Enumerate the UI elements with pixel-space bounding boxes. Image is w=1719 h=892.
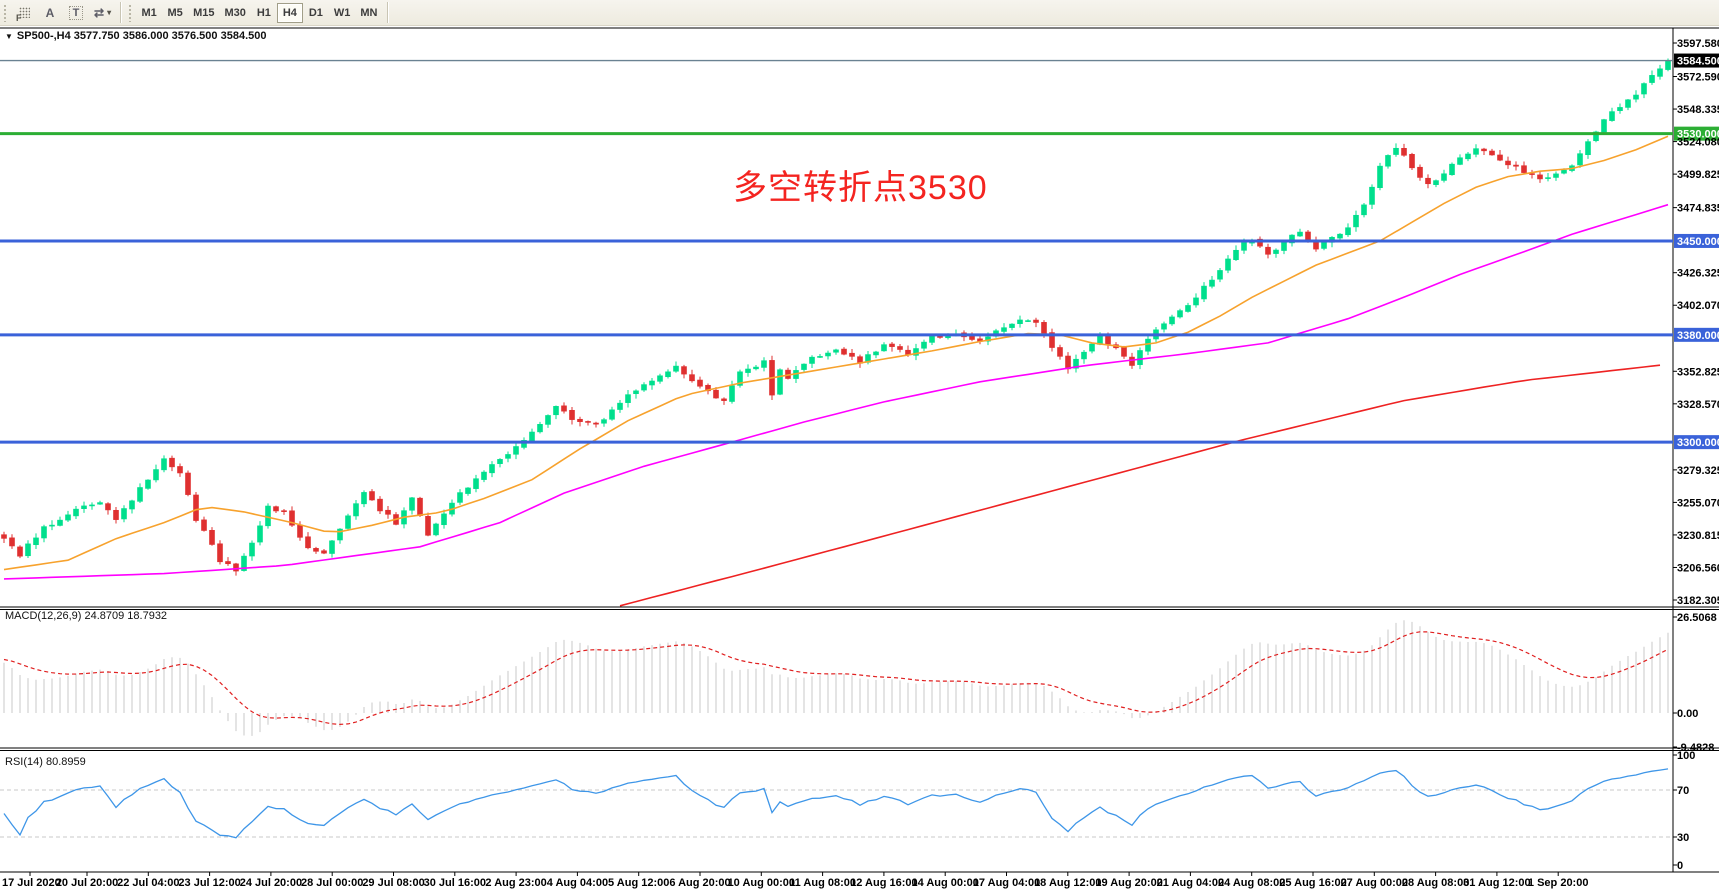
svg-text:2 Aug 23:00: 2 Aug 23:00 [485,877,546,889]
svg-text:3230.815: 3230.815 [1677,530,1719,542]
arrows-tool-button[interactable]: ⇄ ▾ [90,3,115,23]
timeframe-m15-button[interactable]: M15 [188,3,219,23]
text-tool-button[interactable]: A [38,3,62,23]
timeframe-m1-button[interactable]: M1 [136,3,162,23]
svg-text:1 Sep 20:00: 1 Sep 20:00 [1528,877,1589,889]
symbol-ohlc-text: SP500-,H4 3577.750 3586.000 3576.500 358… [16,30,267,42]
svg-text:3206.560: 3206.560 [1677,562,1719,574]
svg-text:3255.070: 3255.070 [1677,497,1719,509]
svg-text:3426.325: 3426.325 [1677,268,1719,280]
svg-text:30 Jul 16:00: 30 Jul 16:00 [424,877,486,889]
svg-text:23 Jul 12:00: 23 Jul 12:00 [178,877,240,889]
text-label-tool-button[interactable]: T [64,3,88,23]
price-chart[interactable]: 3530.000 3450.000 3380.000 3300.000 3584.500… [0,26,1719,892]
svg-text:26.5068: 26.5068 [1677,612,1717,624]
svg-text:70: 70 [1677,785,1689,797]
symbol-dropdown-icon[interactable]: ▼ [5,32,13,41]
svg-text:0: 0 [1677,860,1683,872]
toolbar-separator [386,2,388,23]
text-label-icon: T [68,5,84,20]
chart-annotation[interactable]: 多空转折点3530 [733,169,988,207]
timeframe-m5-button[interactable]: M5 [162,3,188,23]
svg-text:3597.580: 3597.580 [1677,38,1719,50]
svg-text:0.00: 0.00 [1677,708,1698,720]
svg-text:3450.000: 3450.000 [1677,236,1719,248]
candlesticks [1,58,1671,576]
symbol-info: ▼ SP500-,H4 3577.750 3586.000 3576.500 35… [5,30,266,42]
svg-text:25 Aug 16:00: 25 Aug 16:00 [1279,877,1346,889]
svg-text:3279.325: 3279.325 [1677,465,1719,477]
text-icon: A [45,5,55,20]
price-axis[interactable]: 3597.580 3572.590 3548.335 3524.080 3499.825… [1673,38,1719,607]
macd-indicator-label: MACD(12,26,9) 24.8709 18.7932 [5,610,168,622]
svg-text:3524.080: 3524.080 [1677,137,1719,149]
rsi-indicator: 100 70 30 0 [0,750,1695,872]
svg-text:3584.500: 3584.500 [1677,56,1719,68]
svg-text:19 Aug 20:00: 19 Aug 20:00 [1095,877,1162,889]
svg-text:28 Aug 08:00: 28 Aug 08:00 [1402,877,1469,889]
svg-text:29 Jul 08:00: 29 Jul 08:00 [362,877,424,889]
svg-text:18 Aug 12:00: 18 Aug 12:00 [1034,877,1101,889]
top-toolbar: F A T ⇄ ▾ M1 M5 M15 M30 H1 H4 D1 W1 MN [0,0,1719,26]
svg-text:3474.835: 3474.835 [1677,203,1719,215]
arrows-icon: ⇄ [94,5,105,20]
svg-text:100: 100 [1677,750,1695,762]
svg-text:3572.590: 3572.590 [1677,72,1719,84]
svg-text:22 Jul 04:00: 22 Jul 04:00 [117,877,179,889]
timeframe-h1-button[interactable]: H1 [251,3,277,23]
timeframe-toolbar-grip[interactable] [128,3,133,22]
current-price-line: 3584.500 [0,53,1719,68]
svg-text:17 Jul 2020: 17 Jul 2020 [2,877,61,889]
macd-indicator: 26.5068 0.00 -9.4828 [3,612,1717,754]
svg-text:-9.4828: -9.4828 [1677,742,1714,754]
moving-average-lines [3,135,1669,607]
chart-borders [0,27,1719,873]
svg-text:31 Aug 12:00: 31 Aug 12:00 [1463,877,1530,889]
medium-ma-line[interactable] [3,203,1669,580]
slow-ma-line[interactable] [619,364,1661,607]
svg-text:30: 30 [1677,832,1689,844]
svg-text:24 Aug 08:00: 24 Aug 08:00 [1218,877,1285,889]
svg-text:3328.570: 3328.570 [1677,399,1719,411]
svg-text:21 Aug 04:00: 21 Aug 04:00 [1157,877,1224,889]
svg-text:14 Aug 00:00: 14 Aug 00:00 [911,877,978,889]
timeframe-mn-button[interactable]: MN [355,3,382,23]
svg-text:11 Aug 08:00: 11 Aug 08:00 [789,877,856,889]
svg-text:3380.000: 3380.000 [1677,330,1719,342]
timeframe-w1-button[interactable]: W1 [329,3,356,23]
svg-text:24 Jul 20:00: 24 Jul 20:00 [240,877,302,889]
svg-text:3352.825: 3352.825 [1677,366,1719,378]
rsi-indicator-label: RSI(14) 80.8959 [5,756,86,768]
svg-text:10 Aug 00:00: 10 Aug 00:00 [728,877,795,889]
svg-text:28 Jul 00:00: 28 Jul 00:00 [301,877,363,889]
fibonacci-icon [18,7,30,18]
toolbar-grip[interactable] [3,3,7,22]
fibonacci-icon-letter: F [16,12,22,23]
timeframe-d1-button[interactable]: D1 [303,3,329,23]
svg-text:4 Aug 04:00: 4 Aug 04:00 [547,877,608,889]
fibonacci-tool-button[interactable]: F [12,3,36,23]
svg-text:3182.305: 3182.305 [1677,595,1719,607]
horizontal-level-lines[interactable]: 3530.000 3450.000 3380.000 3300.000 [0,126,1719,450]
svg-text:17 Aug 04:00: 17 Aug 04:00 [973,877,1040,889]
timeframe-m30-button[interactable]: M30 [219,3,250,23]
svg-text:12 Aug 16:00: 12 Aug 16:00 [850,877,917,889]
svg-text:3548.335: 3548.335 [1677,104,1719,116]
svg-text:27 Aug 00:00: 27 Aug 00:00 [1341,877,1408,889]
svg-text:20 Jul 20:00: 20 Jul 20:00 [56,877,118,889]
svg-text:3300.000: 3300.000 [1677,437,1719,449]
svg-text:3402.070: 3402.070 [1677,300,1719,312]
timeframe-h4-button[interactable]: H4 [276,2,303,23]
svg-text:6 Aug 20:00: 6 Aug 20:00 [669,877,730,889]
toolbar-separator [120,2,122,23]
fast-ma-line[interactable] [3,135,1669,571]
timeframe-button-group: M1 M5 M15 M30 H1 H4 D1 W1 MN [136,2,382,23]
svg-text:3499.825: 3499.825 [1677,169,1719,181]
chevron-down-icon: ▾ [107,8,112,17]
svg-text:5 Aug 12:00: 5 Aug 12:00 [608,877,669,889]
svg-text:3530.000: 3530.000 [1677,129,1719,141]
